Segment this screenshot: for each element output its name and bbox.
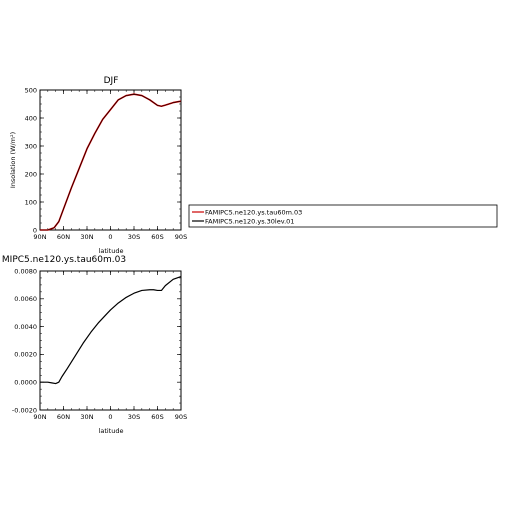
legend-label-1: FAMIPC5.ne120.ys.tau60m.03 (205, 209, 302, 217)
panel1-series-line-2 (40, 93, 182, 231)
panel2-ytick-label: 0.0020 (14, 351, 37, 359)
panel1-xtick-label: 60S (151, 233, 163, 241)
panel2-xtick-label: 90S (175, 413, 187, 421)
panel2-xtick-label: 30S (128, 413, 140, 421)
panel2-ytick-label: 0.0000 (14, 379, 37, 387)
panel1-xtick-label: 60N (57, 233, 70, 241)
panel2-xlabel: latitude (99, 427, 124, 435)
panel1-ytick-label: 100 (25, 198, 37, 206)
panel2-ytick-label: 0.0060 (14, 295, 37, 303)
panel2-ytick-label: 0.0080 (14, 267, 37, 275)
panel1-ylabel: Insolation (W/m²) (9, 132, 17, 188)
panel2-title: MIPC5.ne120.ys.tau60m.03 (2, 255, 126, 265)
panel2-ytick-label: -0.0020 (12, 406, 37, 414)
panel2-xtick-label: 0 (108, 413, 112, 421)
panel1-xtick-label: 0 (108, 233, 112, 241)
panel1-xtick-label: 90N (33, 233, 46, 241)
panel1-title: DJF (104, 76, 119, 86)
legend: FAMIPC5.ne120.ys.tau60m.03 FAMIPC5.ne120… (188, 204, 498, 228)
panel1-series-line-1 (40, 93, 182, 231)
panel2-series-line-1 (40, 275, 182, 385)
panel2-xtick-label: 60S (151, 413, 163, 421)
panel1-ytick-label: 300 (25, 142, 37, 150)
panel1-ytick-label: 0 (33, 226, 37, 234)
difference-panel: MIPC5.ne120.ys.tau60m.03 90N 60N 30N 0 30S 60… (2, 255, 187, 435)
insolation-panel: DJF 90N 60N 30N 0 30S 60S 90S 0 100 200 300 400 500… (9, 76, 187, 255)
legend-label-2: FAMIPC5.ne120.ys.30lev.01 (205, 218, 294, 226)
panel1-ytick-label: 500 (25, 86, 37, 94)
panel1-xtick-label: 90S (175, 233, 187, 241)
panel1-frame (39, 89, 182, 231)
panel1-ytick-label: 200 (25, 170, 37, 178)
panel2-xtick-label: 30N (80, 413, 93, 421)
panel1-ytick-label: 400 (25, 114, 37, 122)
panel1-xtick-label: 30N (80, 233, 93, 241)
panel2-ytick-label: 0.0040 (14, 323, 37, 331)
panel2-frame (39, 270, 182, 411)
panel1-xlabel: latitude (99, 247, 124, 255)
panel2-xtick-label: 90N (33, 413, 46, 421)
panel2-xtick-label: 60N (57, 413, 70, 421)
panel1-xtick-label: 30S (128, 233, 140, 241)
legend-box (188, 204, 498, 228)
